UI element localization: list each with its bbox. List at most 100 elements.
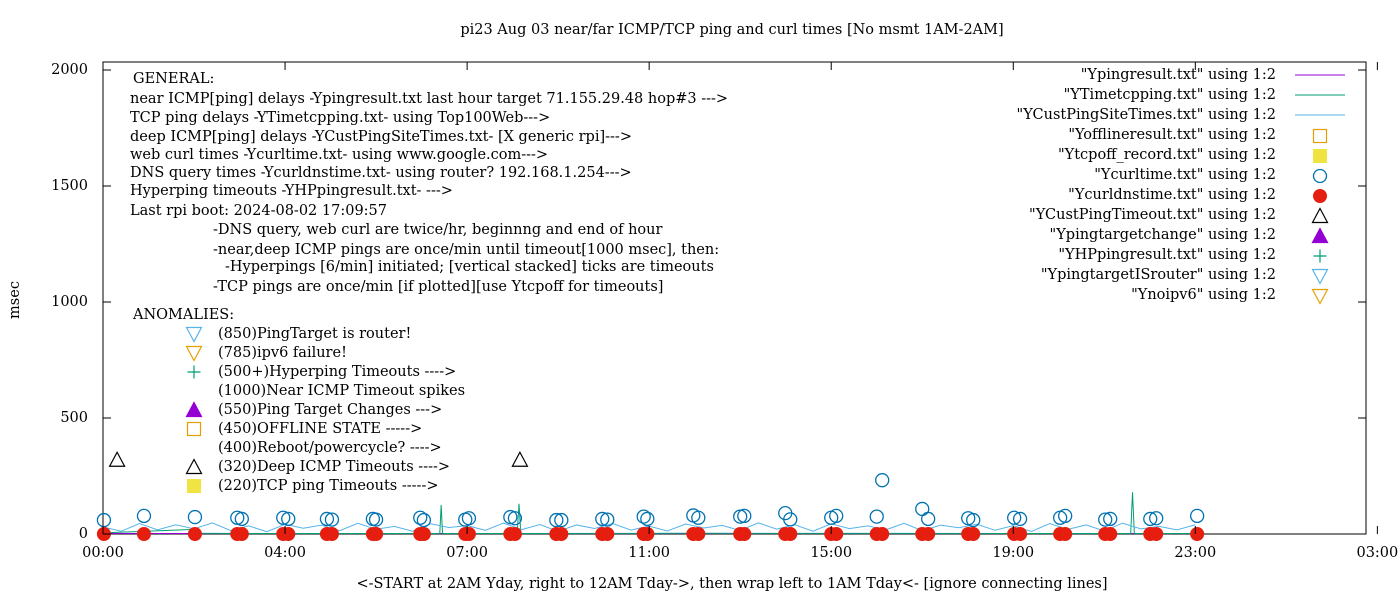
- annotation-icon: [185, 401, 203, 418]
- annotation: (500+)Hyperping Timeouts ---->: [218, 364, 456, 380]
- data-point: [595, 511, 610, 527]
- legend-label: "Ynoipv6" using 1:2: [1131, 287, 1276, 303]
- x-tick-label: 04:00: [264, 545, 306, 561]
- annotation: web curl times -Ycurltime.txt- using www…: [130, 147, 548, 163]
- data-point: [554, 527, 569, 541]
- annotation: (320)Deep ICMP Timeouts ---->: [218, 459, 450, 475]
- legend-swatch: [1311, 207, 1329, 224]
- annotation: (785)ipv6 failure!: [218, 345, 347, 361]
- data-point: [276, 510, 291, 525]
- annotation: (850)PingTarget is router!: [218, 326, 411, 342]
- data-point: [737, 527, 752, 541]
- data-point: [1103, 511, 1118, 527]
- annotation-icon: [187, 365, 201, 379]
- legend-swatch: [1313, 149, 1327, 163]
- data-point: [1013, 527, 1028, 541]
- annotation: -TCP pings are once/min [if plotted][use…: [213, 279, 663, 295]
- legend-label: "Ytcpoff_record.txt" using 1:2: [1058, 147, 1276, 163]
- x-axis-label: <-START at 2AM Yday, right to 12AM Tday-…: [356, 576, 1107, 592]
- annotation: -DNS query, web curl are twice/hr, begin…: [213, 222, 663, 238]
- data-point: [1012, 511, 1028, 527]
- x-tick-label: 03:00: [1356, 545, 1398, 561]
- plot-lines: [103, 492, 1205, 535]
- data-point: [281, 511, 296, 527]
- legend-label: "YCustPingSiteTimes.txt" using 1:2: [1017, 107, 1276, 123]
- data-point: [921, 527, 936, 541]
- data-point: [324, 512, 340, 527]
- data-point: [1007, 510, 1022, 525]
- data-point: [1190, 527, 1205, 541]
- data-point: [921, 511, 936, 527]
- legend-label: "YCustPingTimeout.txt" using 1:2: [1029, 207, 1276, 223]
- data-point: [507, 511, 523, 526]
- data-point: [829, 527, 844, 541]
- data-point: [281, 527, 296, 541]
- data-point: [368, 512, 384, 527]
- legend-swatch: [1313, 249, 1327, 263]
- data-point: [324, 527, 339, 541]
- data-point: [503, 509, 518, 525]
- annotation: (450)OFFLINE STATE ----->: [218, 421, 422, 437]
- data-point: [187, 509, 203, 525]
- y-tick-label: 1500: [51, 178, 88, 194]
- legend-label: "Ycurldnstime.txt" using 1:2: [1068, 187, 1276, 203]
- data-point: [966, 512, 981, 528]
- x-tick-label: 07:00: [446, 545, 488, 561]
- legend-label: "YHPpingresult.txt" using 1:2: [1058, 247, 1276, 263]
- x-tick-label: 11:00: [628, 545, 670, 561]
- data-point: [915, 501, 930, 517]
- annotation: TCP ping delays -YTimetcpping.txt- using…: [130, 110, 550, 126]
- data-point: [1058, 527, 1073, 541]
- annotation: near ICMP[ping] delays -Ypingresult.txt …: [130, 91, 728, 107]
- data-point: [96, 512, 112, 528]
- data-point: [511, 450, 529, 467]
- plot-points: [96, 450, 1205, 541]
- data-point: [1149, 511, 1164, 526]
- data-point: [640, 511, 655, 527]
- data-point: [1098, 512, 1113, 527]
- data-point: [369, 527, 384, 541]
- data-point: [234, 511, 249, 527]
- annotation: -near,deep ICMP pings are once/min until…: [213, 242, 719, 258]
- data-point: [636, 509, 651, 524]
- annotation-icon: [185, 458, 203, 475]
- data-point: [549, 512, 564, 528]
- y-tick-label: 1000: [51, 294, 88, 310]
- annotation-icon: [185, 345, 203, 362]
- legend-swatch: [1313, 189, 1327, 203]
- legend-swatch: [1311, 268, 1329, 285]
- data-point: [554, 512, 569, 528]
- x-tick-label: 15:00: [810, 545, 852, 561]
- data-point: [875, 527, 890, 541]
- legend-swatch: [1312, 128, 1328, 144]
- annotation: -Hyperpings [6/min] initiated; [vertical…: [225, 259, 714, 275]
- annotation-icon: [186, 421, 202, 437]
- data-point: [234, 527, 249, 541]
- data-point: [416, 527, 431, 541]
- y-tick-label: 0: [79, 526, 88, 542]
- annotation: (1000)Near ICMP Timeout spikes: [218, 383, 465, 399]
- data-point: [230, 510, 245, 525]
- x-tick-label: 19:00: [992, 545, 1034, 561]
- x-tick-label: 00:00: [82, 545, 124, 561]
- data-point: [966, 527, 981, 541]
- data-point: [1103, 527, 1118, 541]
- annotation: GENERAL:: [133, 71, 214, 87]
- legend-label: "Ycurltime.txt" using 1:2: [1094, 167, 1276, 183]
- legend-label: "Ypingtargetchange" using 1:2: [1050, 227, 1276, 243]
- annotation: Hyperping timeouts -YHPpingresult.txt- -…: [130, 183, 453, 199]
- data-point: [461, 511, 477, 526]
- legend-label: "YpingtargetISrouter" using 1:2: [1041, 267, 1276, 283]
- data-point: [1189, 508, 1205, 524]
- data-point: [875, 473, 890, 488]
- data-point: [507, 527, 522, 541]
- data-point: [869, 509, 884, 524]
- annotation-icon: [187, 479, 201, 493]
- annotation: DNS query times -Ycurldnstime.txt- using…: [130, 165, 632, 181]
- x-tick-label: 23:00: [1174, 545, 1216, 561]
- data-point: [737, 508, 752, 524]
- annotation-heading: ANOMALIES:: [132, 307, 234, 323]
- annotation: Last rpi boot: 2024-08-02 17:09:57: [130, 203, 387, 219]
- annotation: (400)Reboot/powercycle? ---->: [218, 440, 442, 456]
